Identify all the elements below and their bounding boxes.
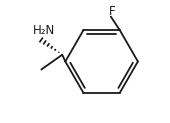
Text: H₂N: H₂N — [33, 24, 55, 37]
Text: F: F — [109, 5, 115, 18]
